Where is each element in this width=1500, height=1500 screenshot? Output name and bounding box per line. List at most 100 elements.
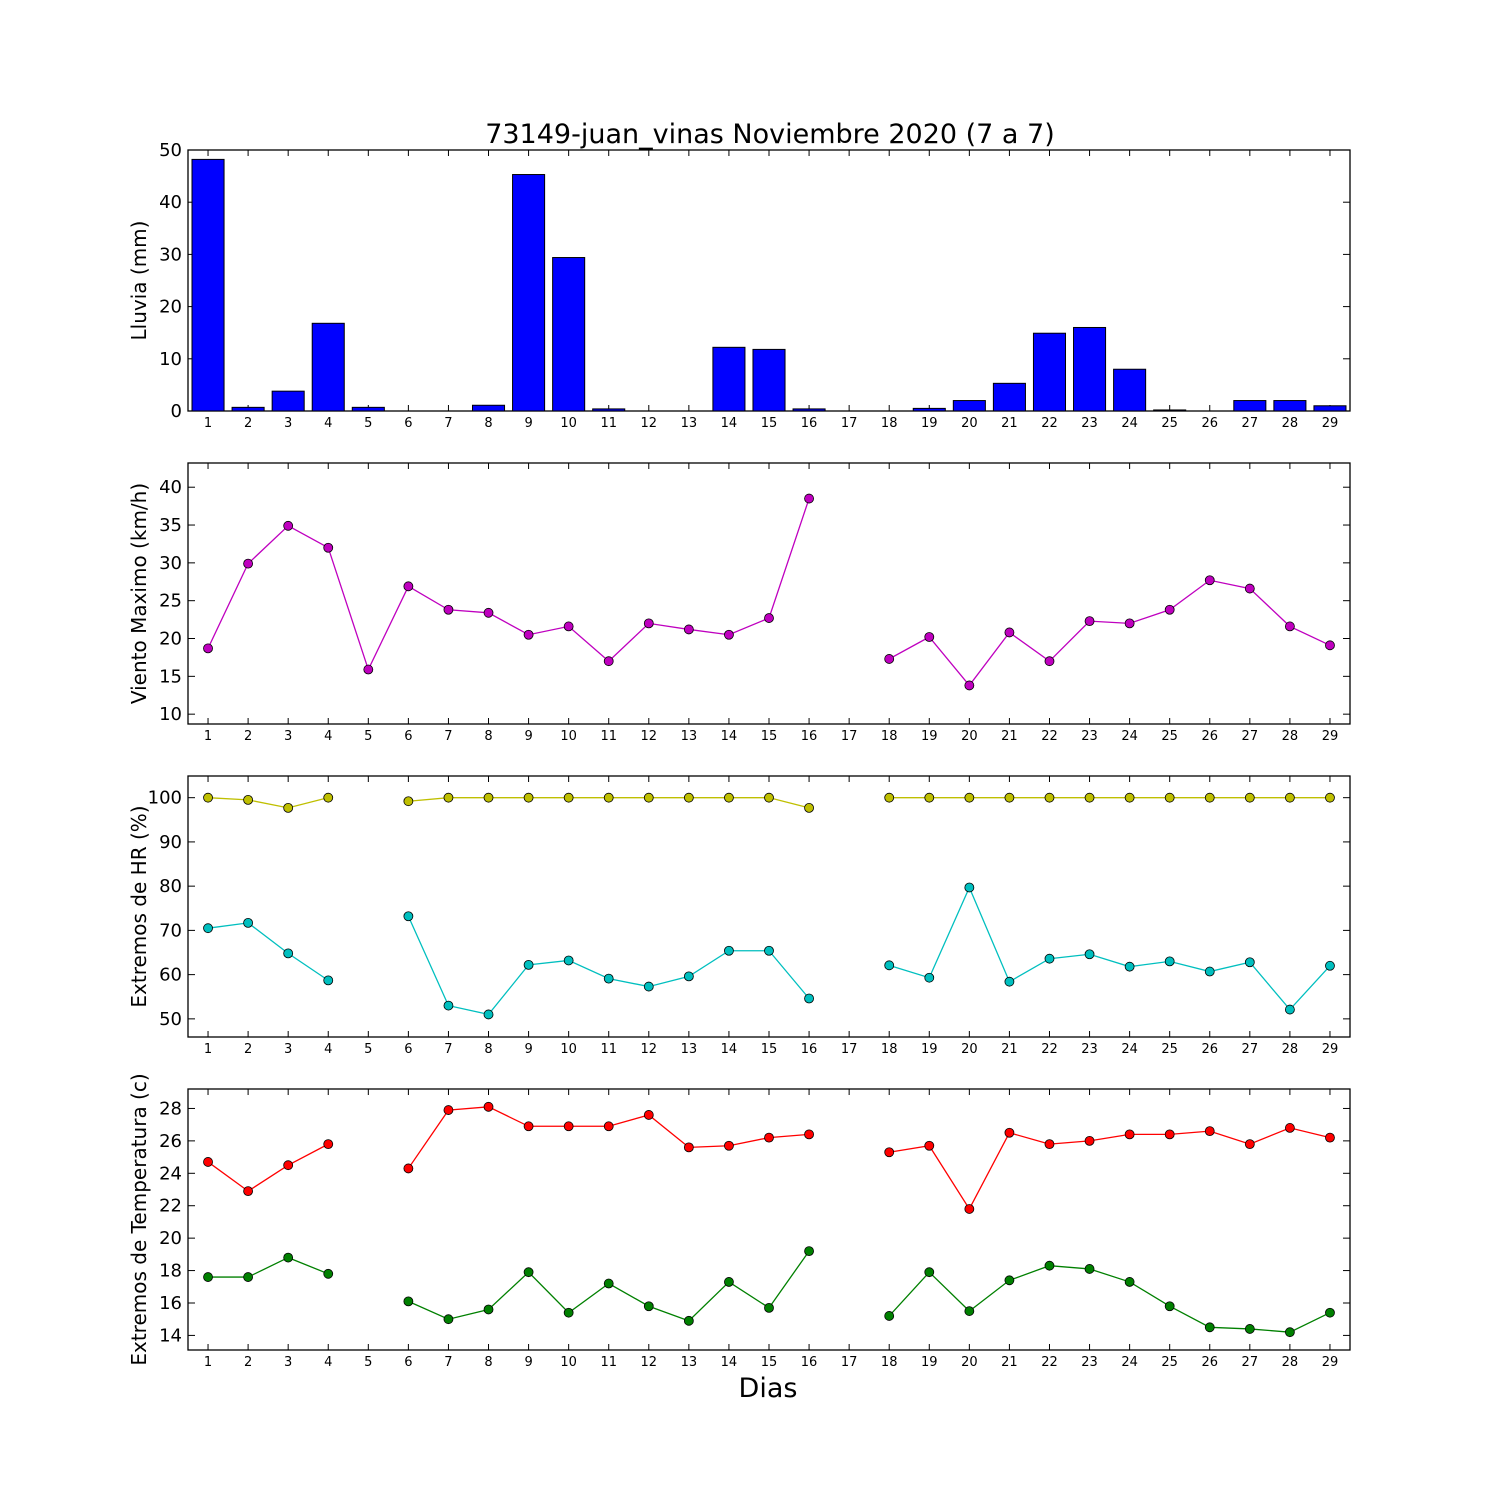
x-tick-label: 24 xyxy=(1121,729,1138,744)
y-tick-label: 70 xyxy=(159,920,182,941)
data-point xyxy=(764,613,774,623)
x-tick-label: 10 xyxy=(560,1042,577,1057)
x-tick-label: 18 xyxy=(881,729,898,744)
data-point xyxy=(1164,1129,1175,1140)
x-tick-label: 26 xyxy=(1201,416,1218,431)
data-point xyxy=(643,618,654,629)
y-tick-label: 18 xyxy=(159,1261,182,1282)
x-tick-label: 9 xyxy=(524,416,532,431)
bar xyxy=(191,158,225,412)
data-point xyxy=(1124,792,1135,803)
x-tick-label: 5 xyxy=(364,729,372,744)
x-tick-label: 19 xyxy=(921,1355,938,1370)
data-point xyxy=(1164,956,1175,967)
data-point xyxy=(724,1277,734,1287)
data-point xyxy=(523,1121,534,1132)
data-point xyxy=(1004,1275,1015,1286)
series-line xyxy=(207,498,810,672)
data-point xyxy=(563,1307,574,1318)
x-tick-label: 7 xyxy=(444,729,452,744)
x-tick-label: 1 xyxy=(204,1355,212,1370)
data-point xyxy=(323,975,334,986)
data-point xyxy=(243,1272,254,1282)
bar xyxy=(712,346,746,412)
x-tick-label: 23 xyxy=(1081,729,1098,744)
x-tick-label: 8 xyxy=(484,729,492,744)
series-1 xyxy=(203,792,1335,813)
x-tick-label: 20 xyxy=(961,416,978,431)
series-line xyxy=(207,797,329,809)
bar xyxy=(552,257,586,412)
data-point xyxy=(764,1302,774,1313)
data-point xyxy=(563,955,574,966)
x-tick-label: 18 xyxy=(881,1042,898,1057)
data-point xyxy=(283,948,294,959)
x-tick-label: 7 xyxy=(444,416,452,431)
x-tick-label: 6 xyxy=(404,416,412,431)
data-point xyxy=(1004,792,1015,803)
data-point xyxy=(1164,1301,1175,1312)
data-point xyxy=(323,1268,334,1279)
data-point xyxy=(283,1160,294,1171)
data-point xyxy=(243,558,254,569)
x-tick-label: 4 xyxy=(324,1042,332,1057)
data-point xyxy=(483,1101,494,1112)
bar xyxy=(992,382,1026,412)
x-tick-label: 25 xyxy=(1161,1355,1178,1370)
data-point xyxy=(1124,618,1135,629)
y-tick-label: 25 xyxy=(159,591,182,612)
data-point xyxy=(1325,640,1335,651)
data-point xyxy=(563,621,574,632)
data-point xyxy=(1244,957,1255,968)
x-tick-label: 1 xyxy=(204,416,212,431)
data-point xyxy=(1325,1132,1335,1143)
series-2 xyxy=(203,882,1335,1020)
bar xyxy=(351,406,385,412)
x-tick-label: 12 xyxy=(641,416,658,431)
bar xyxy=(792,408,826,412)
data-point xyxy=(203,1157,213,1167)
x-tick-label: 7 xyxy=(444,1355,452,1370)
y-tick-label: 20 xyxy=(159,297,182,318)
data-point xyxy=(924,792,935,803)
y-axis-label: Extremos de Temperatura (c) xyxy=(127,1073,151,1365)
x-tick-label: 22 xyxy=(1041,1042,1058,1057)
x-tick-label: 26 xyxy=(1201,729,1218,744)
data-point xyxy=(603,973,614,984)
data-point xyxy=(203,1272,213,1282)
x-tick-label: 29 xyxy=(1322,1355,1339,1370)
bar xyxy=(471,404,506,412)
y-tick-label: 10 xyxy=(159,704,182,725)
data-point xyxy=(483,792,494,803)
data-point xyxy=(1084,1135,1095,1146)
x-tick-label: 7 xyxy=(444,1042,452,1057)
series-line xyxy=(889,885,1331,1011)
x-tick-label: 17 xyxy=(841,1355,858,1370)
x-tick-label: 17 xyxy=(841,1042,858,1057)
data-point xyxy=(283,802,294,813)
x-tick-label: 11 xyxy=(600,1355,617,1370)
data-point xyxy=(563,792,574,803)
y-axis-label: Extremos de HR (%) xyxy=(127,805,151,1007)
data-point xyxy=(724,945,734,956)
x-tick-label: 1 xyxy=(204,729,212,744)
data-point xyxy=(563,1121,574,1132)
x-tick-label: 4 xyxy=(324,729,332,744)
data-point xyxy=(403,1296,414,1307)
x-tick-label: 15 xyxy=(761,729,778,744)
data-point xyxy=(724,1140,734,1151)
x-tick-label: 21 xyxy=(1001,729,1018,744)
data-point xyxy=(643,981,654,992)
x-tick-label: 29 xyxy=(1322,729,1339,744)
data-point xyxy=(764,792,774,803)
data-point xyxy=(1204,966,1215,977)
data-point xyxy=(443,792,454,803)
data-point xyxy=(1284,1004,1295,1015)
y-tick-label: 100 xyxy=(148,788,182,809)
data-point xyxy=(1004,627,1015,638)
data-point xyxy=(884,1147,895,1158)
